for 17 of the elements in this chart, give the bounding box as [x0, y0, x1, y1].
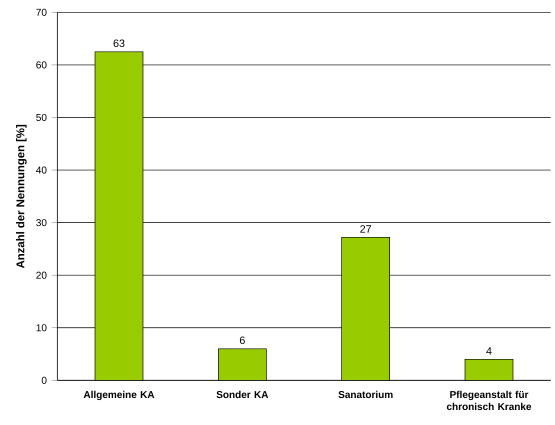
y-tick-label: 70 [36, 8, 47, 16]
y-tick-label: 30 [36, 219, 47, 226]
y-axis-title: Anzahl der Nennungen [%] [16, 124, 27, 268]
data-label: 4 [486, 347, 492, 355]
y-tick-label: 50 [36, 114, 47, 122]
x-tick-label: Sanatorium [338, 390, 393, 398]
x-tick-label: Pflegeanstalt für chronisch Kranke [446, 390, 532, 410]
data-label: 6 [240, 336, 245, 344]
x-tick-label: Allgemeine KA [84, 390, 154, 400]
x-tick-label: Sonder KA [216, 390, 268, 398]
y-tick-label: 0 [42, 376, 47, 384]
y-tick-label: 40 [36, 166, 47, 174]
y-tick-label: 20 [36, 272, 47, 279]
y-tick-label: 60 [36, 61, 47, 68]
data-label: 27 [360, 225, 372, 233]
data-label: 63 [114, 40, 124, 48]
y-tick-label: 10 [36, 324, 47, 332]
